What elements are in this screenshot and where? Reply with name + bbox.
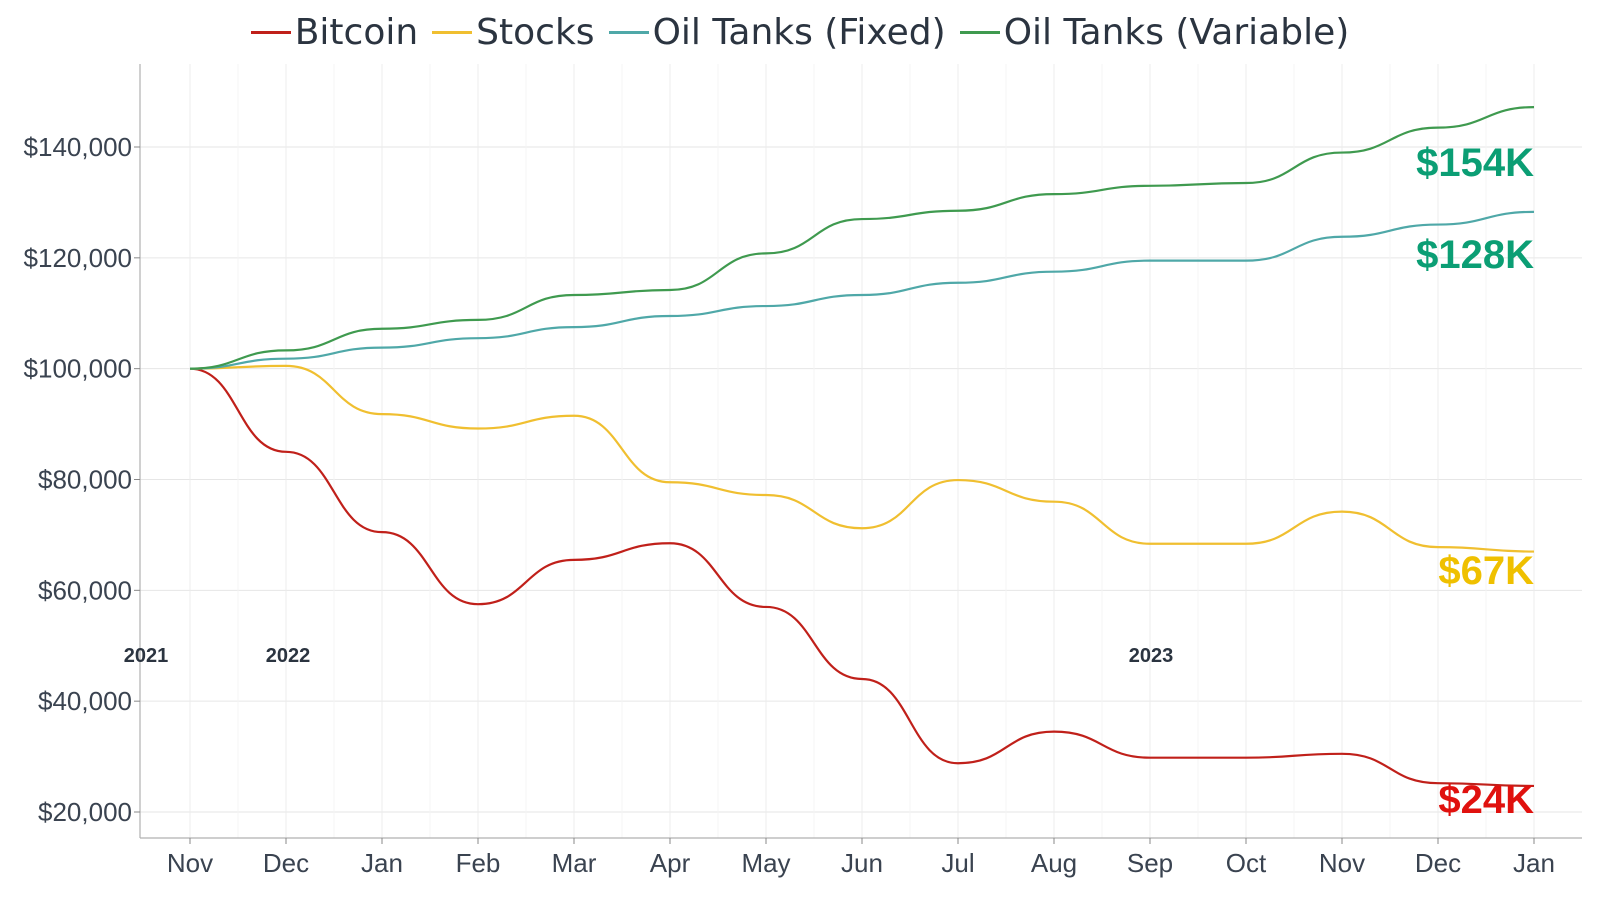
x-tick-label: Aug xyxy=(1031,848,1077,878)
x-tick-label: Mar xyxy=(552,848,597,878)
x-tick-label: Dec xyxy=(263,848,309,878)
grid xyxy=(140,64,1582,838)
series-end-label: $154K xyxy=(1416,141,1534,185)
x-tick-label: Apr xyxy=(650,848,691,878)
legend-item: Stocks xyxy=(432,12,595,53)
x-tick-label: Feb xyxy=(456,848,501,878)
series-lines xyxy=(189,106,1535,788)
x-tick-label: Jul xyxy=(941,848,974,878)
year-label: 2021 xyxy=(124,645,169,667)
legend-item: Oil Tanks (Variable) xyxy=(959,12,1350,53)
legend-swatch xyxy=(250,31,291,34)
x-tick-label: Jan xyxy=(1513,848,1555,878)
x-tick-label: Sep xyxy=(1127,848,1173,878)
x-tick-label: Jun xyxy=(841,848,883,878)
year-labels: 2021 2022 2023 xyxy=(124,645,1174,667)
legend-swatch xyxy=(959,31,1000,34)
chart-legend: Bitcoin Stocks Oil Tanks (Fixed) Oil Tanks … xyxy=(0,12,1600,53)
x-tick-label: Jan xyxy=(361,848,403,878)
x-tick-label: Nov xyxy=(167,848,213,878)
y-tick-label: $100,000 xyxy=(24,354,132,384)
year-label: 2022 xyxy=(266,645,311,667)
y-axis-ticks: $20,000 $40,000 $60,000 $80,000 $100,000 $120… xyxy=(24,132,140,827)
series-line xyxy=(189,106,1535,370)
y-tick-label: $20,000 xyxy=(38,797,132,827)
x-tick-label: May xyxy=(741,848,790,878)
legend-swatch xyxy=(432,31,473,34)
y-tick-label: $40,000 xyxy=(38,686,132,716)
axes xyxy=(139,64,1582,839)
year-label: 2023 xyxy=(1129,645,1174,667)
legend-item: Oil Tanks (Fixed) xyxy=(608,12,946,53)
end-labels: $24K $67K $128K $154K xyxy=(1416,141,1534,822)
x-tick-label: Dec xyxy=(1415,848,1461,878)
series-end-label: $24K xyxy=(1438,778,1534,822)
series-end-label: $67K xyxy=(1438,549,1534,593)
y-tick-label: $80,000 xyxy=(38,465,132,495)
series-line xyxy=(189,210,1535,370)
legend-label: Stocks xyxy=(476,12,595,53)
legend-label: Oil Tanks (Fixed) xyxy=(652,12,946,53)
series-end-label: $128K xyxy=(1416,233,1534,277)
legend-item: Bitcoin xyxy=(250,12,419,53)
legend-label: Oil Tanks (Variable) xyxy=(1003,12,1350,53)
series-line xyxy=(189,367,1535,788)
x-tick-label: Oct xyxy=(1226,848,1267,878)
y-tick-label: $60,000 xyxy=(38,575,132,605)
x-tick-label: Nov xyxy=(1319,848,1365,878)
y-tick-label: $140,000 xyxy=(24,132,132,162)
legend-swatch xyxy=(608,31,649,34)
series-line xyxy=(189,364,1535,553)
legend-label: Bitcoin xyxy=(294,12,419,53)
x-axis-ticks: Nov Dec Jan Feb Mar Apr May Jun Jul Aug Sep Oct Nov D… xyxy=(167,838,1555,878)
y-tick-label: $120,000 xyxy=(24,243,132,273)
